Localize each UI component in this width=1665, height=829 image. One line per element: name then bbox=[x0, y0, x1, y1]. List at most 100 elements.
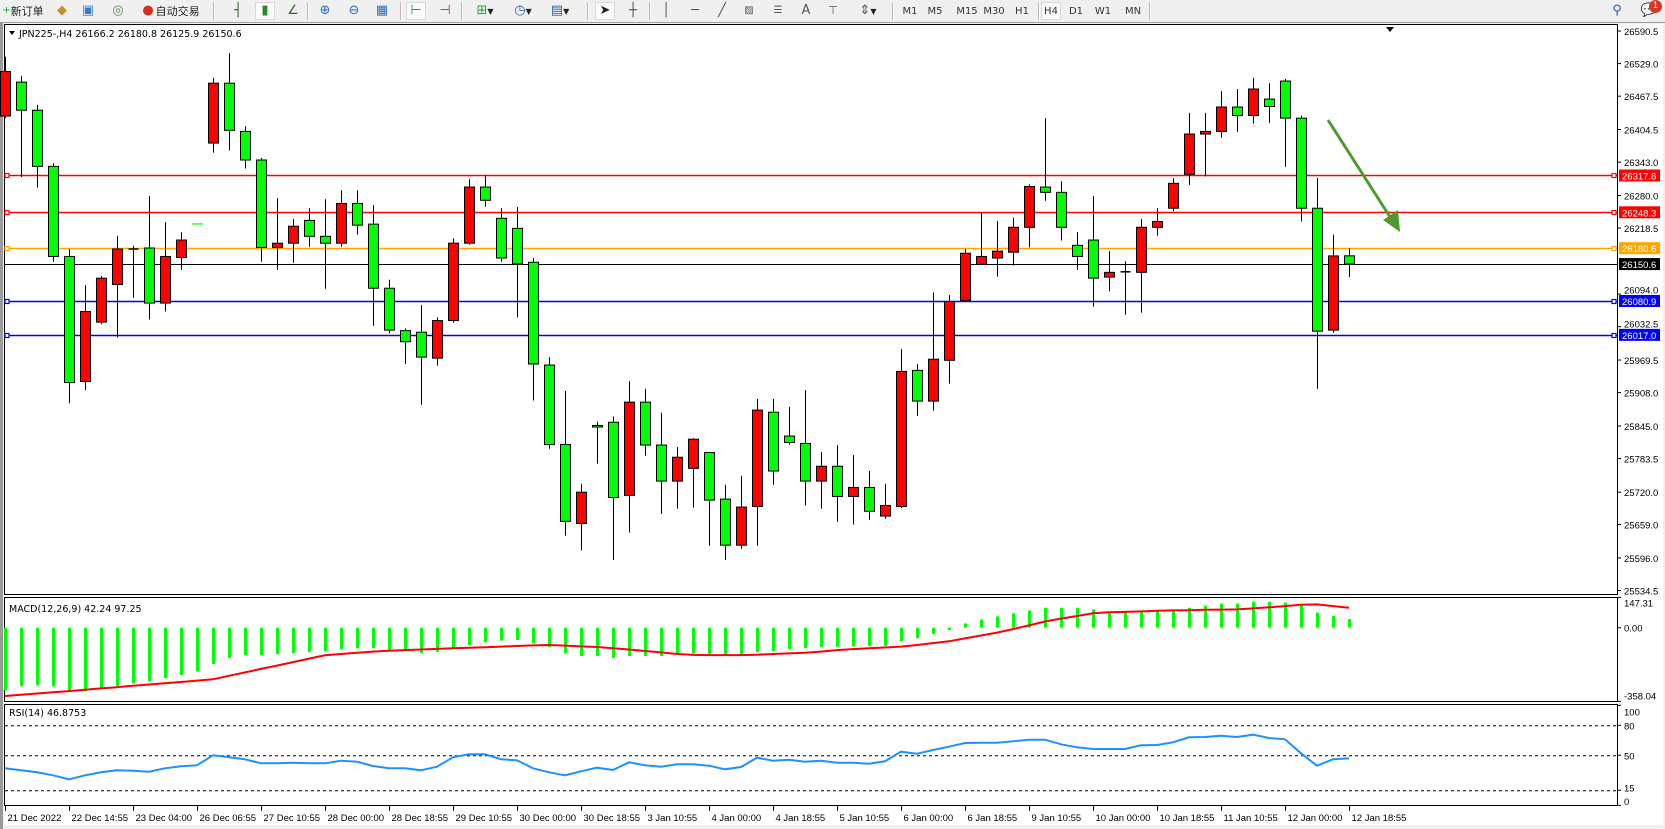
time-axis-label: 28 Dec 18:55 bbox=[392, 813, 449, 824]
signal-icon: ◎ bbox=[112, 3, 124, 18]
line-handle-right[interactable] bbox=[1611, 245, 1617, 252]
macd-histogram-bar bbox=[868, 627, 871, 647]
line-chart-button[interactable]: ∠ bbox=[283, 2, 303, 20]
cursor-button[interactable]: ➤ bbox=[595, 2, 615, 20]
candle bbox=[800, 389, 811, 506]
search-button[interactable]: ⚲ bbox=[1608, 2, 1626, 20]
chart-shift-marker-icon[interactable] bbox=[1386, 27, 1394, 32]
candle bbox=[880, 483, 891, 519]
candle bbox=[352, 190, 363, 235]
auto-trading-label: 自动交易 bbox=[155, 5, 200, 18]
candle bbox=[1008, 217, 1019, 266]
candle bbox=[1104, 251, 1115, 292]
fibo-fan-button[interactable]: ☰ bbox=[768, 2, 788, 20]
candle-body bbox=[240, 130, 251, 161]
vertical-line-button[interactable]: │ bbox=[656, 2, 676, 20]
candle bbox=[944, 295, 955, 384]
zoom-out-button[interactable]: ⊖ bbox=[344, 2, 364, 20]
candle-body bbox=[336, 202, 347, 244]
candle bbox=[736, 475, 747, 549]
auto-trading-button[interactable]: ● 自动交易 bbox=[134, 2, 208, 20]
candle bbox=[848, 455, 859, 525]
candle-body bbox=[0, 71, 11, 117]
candle-body bbox=[832, 465, 843, 497]
time-axis-label: 28 Dec 00:00 bbox=[328, 813, 385, 824]
candle-body bbox=[848, 486, 859, 497]
macd-histogram-bar bbox=[612, 627, 615, 658]
timeframe-h4[interactable]: H4 bbox=[1041, 2, 1061, 20]
tile-windows-button[interactable]: ▦ bbox=[372, 2, 392, 20]
line-price-label-bg bbox=[1619, 206, 1660, 219]
candle-body bbox=[1104, 271, 1115, 278]
candle bbox=[1280, 78, 1291, 167]
timeframe-mn[interactable]: MN bbox=[1124, 5, 1142, 17]
text-label-button[interactable]: ⊤ bbox=[823, 2, 843, 20]
arrow-head-icon bbox=[1383, 210, 1400, 232]
timeframe-m1[interactable]: M1 bbox=[902, 5, 918, 17]
chart-header: JPN225-,H4 26166.2 26180.8 26125.9 26150… bbox=[18, 29, 242, 40]
timeframe-m5[interactable]: M5 bbox=[927, 5, 943, 17]
line-price-label: 26317.8 bbox=[1622, 171, 1656, 182]
timeframe-m15[interactable]: M15 bbox=[956, 5, 978, 17]
line-handle-right[interactable] bbox=[1611, 332, 1617, 339]
trend-arrow[interactable] bbox=[1326, 119, 1400, 232]
candle-body bbox=[1328, 255, 1339, 331]
candle bbox=[304, 208, 315, 247]
bar-chart-button[interactable]: ┤ bbox=[228, 2, 248, 20]
candle bbox=[624, 380, 635, 533]
templates-button[interactable]: ▤ ▼ bbox=[545, 2, 575, 20]
macd-histogram-bar bbox=[100, 627, 103, 689]
macd-histogram-bar bbox=[1332, 615, 1335, 628]
notification-button[interactable]: 💬 1 bbox=[1636, 0, 1662, 20]
candle bbox=[448, 238, 459, 323]
crosshair-button[interactable]: ┼ bbox=[623, 2, 643, 20]
candle-body bbox=[864, 486, 875, 512]
macd-histogram-bar bbox=[1156, 610, 1159, 628]
timeframe-h1[interactable]: H1 bbox=[1015, 5, 1029, 17]
periods-button[interactable]: ◷ ▼ bbox=[508, 2, 538, 20]
new-chart-button[interactable]: ⊞ ▼ bbox=[470, 2, 500, 20]
timeframe-m30[interactable]: M30 bbox=[983, 5, 1005, 17]
price-axis-label: 26032.5 bbox=[1624, 319, 1658, 330]
line-handle-left[interactable] bbox=[4, 245, 10, 252]
candle-body bbox=[640, 401, 651, 446]
price-axis-label: 26343.0 bbox=[1624, 158, 1658, 169]
new-order-button[interactable]: + 新订单 bbox=[1, 2, 45, 20]
macd-histogram-bar bbox=[1300, 605, 1303, 628]
candle-body bbox=[16, 81, 27, 111]
line-handle-right[interactable] bbox=[1611, 172, 1617, 179]
auto-scroll-button[interactable]: ⊢ bbox=[406, 2, 426, 20]
macd-histogram-bar bbox=[52, 627, 55, 687]
line-handle-left[interactable] bbox=[4, 332, 10, 339]
line-handle-left[interactable] bbox=[4, 209, 10, 216]
navigator-button[interactable]: ▣ bbox=[78, 2, 98, 20]
candle-body bbox=[1248, 88, 1259, 117]
line-handle-left[interactable] bbox=[4, 172, 10, 179]
zoom-in-button[interactable]: ⊕ bbox=[315, 2, 335, 20]
candlestick-button[interactable]: ▮ bbox=[255, 2, 275, 20]
timeframe-w1[interactable]: W1 bbox=[1094, 5, 1112, 17]
candle bbox=[224, 52, 235, 151]
line-handle-left[interactable] bbox=[4, 298, 10, 305]
signals-button[interactable]: ◎ bbox=[108, 2, 128, 20]
market-watch-button[interactable]: ◆ bbox=[52, 2, 72, 20]
trendline-button[interactable]: ╱ bbox=[712, 2, 732, 20]
candle bbox=[1152, 208, 1163, 236]
macd-histogram-bar bbox=[596, 627, 599, 657]
chart-menu-triangle-icon[interactable] bbox=[9, 31, 15, 35]
text-button[interactable]: A bbox=[796, 2, 816, 20]
line-handle-right[interactable] bbox=[1611, 298, 1617, 305]
line-handle-right[interactable] bbox=[1611, 209, 1617, 216]
candle-body bbox=[928, 358, 939, 402]
time-axis-label: 3 Jan 10:55 bbox=[648, 813, 698, 824]
timeframe-d1[interactable]: D1 bbox=[1068, 5, 1084, 17]
fibonacci-button[interactable]: ▨ bbox=[739, 2, 759, 20]
chart-shift-button[interactable]: ⊣ bbox=[435, 2, 455, 20]
candle bbox=[1024, 184, 1035, 248]
macd-histogram-bar bbox=[324, 627, 327, 651]
candle bbox=[32, 104, 43, 188]
arrows-button[interactable]: ⇕ ▼ bbox=[852, 2, 884, 20]
dropdown-arrow-icon: ▼ bbox=[870, 6, 877, 16]
horizontal-line-button[interactable]: ─ bbox=[685, 2, 705, 20]
